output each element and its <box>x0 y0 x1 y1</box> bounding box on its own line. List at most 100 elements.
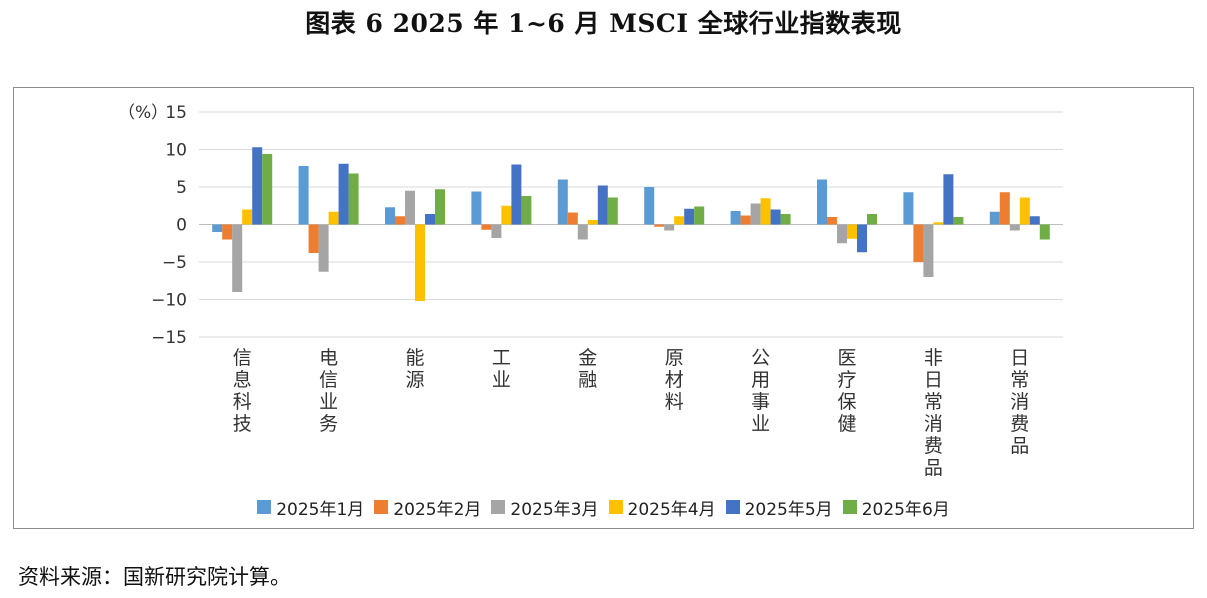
x-tick-label-char: 日 <box>924 369 943 391</box>
x-tick-label-char: 信 <box>319 369 338 391</box>
bar <box>664 224 675 231</box>
bar <box>644 187 655 225</box>
y-tick-label: 10 <box>165 141 187 161</box>
x-tick-label-char: 常 <box>1010 369 1029 391</box>
y-axis-unit-label: （%） <box>118 103 168 123</box>
x-tick-label-char: 业 <box>751 413 770 435</box>
x-tick-label-char: 非 <box>924 347 943 369</box>
x-tick-label-char: 费 <box>924 435 943 457</box>
bar <box>252 147 263 225</box>
bar <box>654 224 665 227</box>
y-tick-label: 15 <box>165 103 187 123</box>
bar <box>1039 224 1050 240</box>
chart-title: 图表 6 2025 年 1~6 月 MSCI 全球行业指数表现 <box>305 9 902 38</box>
x-tick-label-char: 用 <box>751 369 770 391</box>
bar <box>328 211 339 225</box>
bar <box>1029 216 1040 225</box>
legend-item: 2025年3月 <box>491 495 599 520</box>
bar <box>222 224 233 240</box>
bar <box>684 208 695 225</box>
legend-label: 2025年3月 <box>510 499 599 520</box>
bar <box>501 205 512 225</box>
legend-item: 2025年2月 <box>374 495 481 520</box>
bar <box>953 217 964 225</box>
source-note: 资料来源：国新研究院计算。 <box>18 565 291 589</box>
chart-frame <box>13 87 1194 529</box>
bar <box>242 209 253 225</box>
bar <box>760 198 771 225</box>
x-tick-label-char: 工 <box>492 347 511 369</box>
legend-label: 2025年5月 <box>744 499 833 520</box>
bar <box>425 214 435 225</box>
y-axis-ticks: 15 10 5 0 −5 −10 −15 <box>151 103 187 348</box>
bar <box>577 224 588 240</box>
bar <box>989 211 1000 225</box>
legend-swatch <box>842 500 857 514</box>
x-tick-label-char: 事 <box>751 391 770 413</box>
x-tick-label-char: 电 <box>319 347 338 369</box>
bar <box>348 173 359 225</box>
gridlines <box>199 111 1063 338</box>
legend-item: 2025年6月 <box>842 495 950 520</box>
y-tick-label: 0 <box>176 216 187 236</box>
bar <box>308 224 319 253</box>
x-tick-label-char: 技 <box>233 413 252 435</box>
bar <box>903 192 914 225</box>
x-tick-label-char: 业 <box>319 391 338 413</box>
x-tick-label-char: 料 <box>665 391 684 413</box>
legend-swatch <box>608 500 623 514</box>
x-tick-label-char: 原 <box>665 347 684 369</box>
bar <box>867 214 877 225</box>
y-tick-label: −15 <box>151 328 187 348</box>
bar <box>607 197 618 225</box>
bar <box>298 166 309 225</box>
bar <box>694 206 705 225</box>
x-tick-label-char: 常 <box>924 391 943 413</box>
bar <box>338 163 349 225</box>
bar <box>491 224 502 238</box>
legend-item: 2025年1月 <box>257 495 364 520</box>
legend-swatch <box>725 500 740 514</box>
bar <box>1019 197 1030 225</box>
x-tick-label-char: 保 <box>837 391 856 413</box>
x-tick-label-char: 日 <box>1010 347 1029 369</box>
x-tick-label-char: 金 <box>578 347 597 369</box>
bar <box>780 214 791 225</box>
legend-label: 2025年6月 <box>861 499 950 520</box>
y-tick-label: 5 <box>176 178 187 198</box>
bar <box>999 192 1010 225</box>
x-tick-label-char: 品 <box>1010 435 1029 457</box>
x-tick-label-char: 息 <box>233 369 252 391</box>
bar <box>847 224 857 239</box>
bar <box>817 179 827 225</box>
bar <box>262 154 273 225</box>
x-tick-label-char: 消 <box>1010 391 1029 413</box>
x-tick-label-char: 品 <box>924 457 943 479</box>
bar <box>943 174 954 225</box>
bar <box>557 179 568 225</box>
x-tick-label-char: 融 <box>578 369 597 391</box>
legend-item: 2025年5月 <box>725 495 833 520</box>
legend-swatch <box>257 500 272 514</box>
x-tick-label-char: 疗 <box>837 369 856 391</box>
x-tick-label-char: 健 <box>837 413 856 435</box>
x-tick-label-char: 源 <box>405 369 424 391</box>
legend-item: 2025年4月 <box>608 495 716 520</box>
bar <box>750 203 761 225</box>
x-tick-label-char: 信 <box>233 347 252 369</box>
y-tick-label: −10 <box>151 291 187 311</box>
bar <box>827 217 837 225</box>
bar <box>521 196 532 225</box>
x-tick-label-char: 务 <box>319 413 338 435</box>
bar <box>1009 224 1020 231</box>
x-tick-label-char: 材 <box>665 369 684 391</box>
bar <box>471 191 482 225</box>
bar <box>212 224 223 232</box>
x-tick-label-char: 业 <box>492 369 511 391</box>
bar <box>511 164 522 225</box>
legend-label: 2025年2月 <box>393 499 482 520</box>
bar <box>405 190 415 225</box>
bars <box>212 147 1050 301</box>
